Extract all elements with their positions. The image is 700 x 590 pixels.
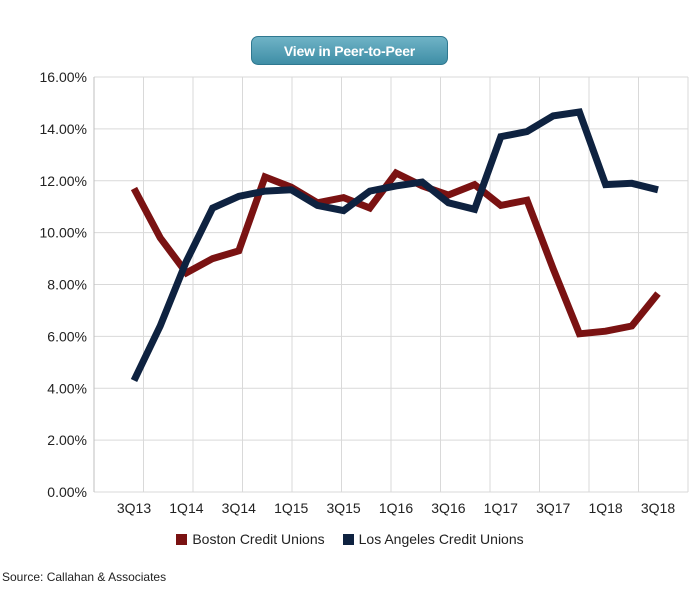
y-tick-label: 14.00% (40, 121, 87, 137)
legend-item-boston: Boston Credit Unions (176, 531, 325, 547)
x-tick-label: 3Q13 (117, 500, 151, 516)
x-tick-label: 3Q17 (536, 500, 570, 516)
y-tick-label: 16.00% (40, 69, 87, 85)
legend-label-boston: Boston Credit Unions (192, 531, 325, 547)
y-tick-label: 0.00% (47, 484, 87, 500)
x-tick-label: 3Q16 (431, 500, 465, 516)
series-line-los-angeles (130, 108, 659, 383)
legend-swatch-los-angeles (342, 533, 354, 545)
x-tick-label: 1Q18 (588, 500, 622, 516)
legend-swatch-boston (176, 533, 188, 545)
x-tick-label: 3Q14 (222, 500, 256, 516)
x-tick-label: 1Q16 (379, 500, 413, 516)
y-tick-label: 8.00% (47, 277, 87, 293)
x-tick-label: 1Q17 (484, 500, 518, 516)
legend-item-los-angeles: Los Angeles Credit Unions (342, 531, 524, 547)
series-line-boston (130, 168, 661, 338)
legend-label-los-angeles: Los Angeles Credit Unions (358, 531, 524, 547)
y-tick-label: 12.00% (40, 173, 87, 189)
x-tick-label: 1Q14 (169, 500, 203, 516)
view-in-peer-to-peer-button[interactable]: View in Peer-to-Peer (251, 36, 448, 65)
source-note: Source: Callahan & Associates (2, 570, 167, 584)
x-tick-label: 3Q18 (641, 500, 675, 516)
y-tick-label: 4.00% (47, 380, 87, 396)
chart-legend: Boston Credit Unions Los Angeles Credit … (0, 531, 700, 547)
y-tick-label: 2.00% (47, 432, 87, 448)
x-tick-label: 1Q15 (274, 500, 308, 516)
y-tick-label: 10.00% (40, 225, 87, 241)
y-tick-label: 6.00% (47, 328, 87, 344)
x-tick-label: 3Q15 (326, 500, 360, 516)
